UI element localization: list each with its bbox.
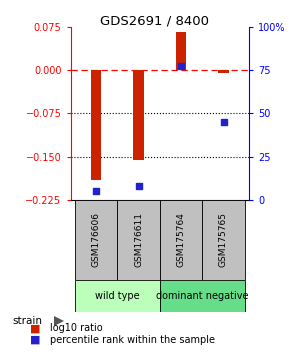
Point — [221, 119, 226, 125]
Point — [94, 188, 98, 194]
Text: GDS2691 / 8400: GDS2691 / 8400 — [100, 14, 209, 27]
Bar — [176, 32, 186, 70]
Text: strain: strain — [12, 316, 42, 326]
Text: GSM176606: GSM176606 — [92, 212, 100, 267]
Text: GSM175764: GSM175764 — [176, 212, 185, 267]
Point — [178, 64, 183, 69]
Bar — [91, 70, 101, 180]
FancyBboxPatch shape — [202, 200, 245, 280]
Point — [136, 183, 141, 189]
Text: percentile rank within the sample: percentile rank within the sample — [50, 335, 215, 345]
FancyBboxPatch shape — [75, 200, 117, 280]
FancyBboxPatch shape — [160, 280, 245, 312]
FancyBboxPatch shape — [75, 280, 160, 312]
Text: log10 ratio: log10 ratio — [50, 323, 103, 333]
Bar — [133, 70, 144, 160]
Text: GSM176611: GSM176611 — [134, 212, 143, 267]
Text: ■: ■ — [30, 323, 40, 333]
Text: GSM175765: GSM175765 — [219, 212, 228, 267]
Bar — [218, 70, 229, 73]
Text: ■: ■ — [30, 335, 40, 345]
FancyBboxPatch shape — [160, 200, 202, 280]
Text: wild type: wild type — [95, 291, 140, 301]
Text: dominant negative: dominant negative — [156, 291, 248, 301]
FancyBboxPatch shape — [117, 200, 160, 280]
